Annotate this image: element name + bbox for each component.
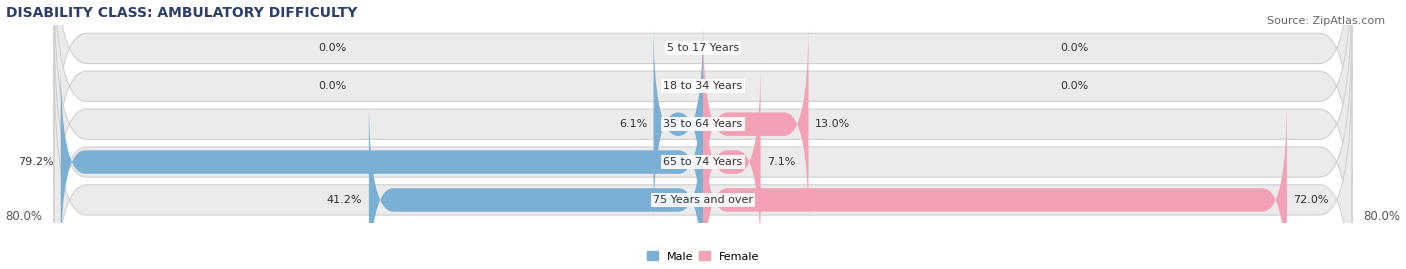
Text: 6.1%: 6.1% [619, 119, 647, 129]
Text: 7.1%: 7.1% [768, 157, 796, 167]
Text: 0.0%: 0.0% [318, 43, 346, 53]
FancyBboxPatch shape [55, 0, 1351, 185]
Text: 41.2%: 41.2% [326, 195, 363, 205]
Text: 5 to 17 Years: 5 to 17 Years [666, 43, 740, 53]
Text: 0.0%: 0.0% [318, 81, 346, 91]
FancyBboxPatch shape [55, 63, 1351, 269]
Text: 80.0%: 80.0% [6, 210, 42, 223]
FancyBboxPatch shape [654, 22, 703, 226]
FancyBboxPatch shape [703, 60, 761, 264]
Text: 80.0%: 80.0% [1364, 210, 1400, 223]
FancyBboxPatch shape [55, 0, 1351, 261]
FancyBboxPatch shape [368, 98, 703, 269]
Legend: Male, Female: Male, Female [647, 252, 759, 261]
Text: 75 Years and over: 75 Years and over [652, 195, 754, 205]
Text: Source: ZipAtlas.com: Source: ZipAtlas.com [1267, 16, 1385, 26]
Text: 65 to 74 Years: 65 to 74 Years [664, 157, 742, 167]
FancyBboxPatch shape [55, 0, 1351, 223]
Text: 0.0%: 0.0% [1060, 43, 1088, 53]
FancyBboxPatch shape [703, 22, 808, 226]
Text: 0.0%: 0.0% [1060, 81, 1088, 91]
Text: DISABILITY CLASS: AMBULATORY DIFFICULTY: DISABILITY CLASS: AMBULATORY DIFFICULTY [6, 6, 357, 20]
Text: 72.0%: 72.0% [1294, 195, 1329, 205]
FancyBboxPatch shape [60, 60, 703, 264]
FancyBboxPatch shape [55, 26, 1351, 269]
Text: 18 to 34 Years: 18 to 34 Years [664, 81, 742, 91]
Text: 13.0%: 13.0% [815, 119, 851, 129]
Text: 35 to 64 Years: 35 to 64 Years [664, 119, 742, 129]
Text: 79.2%: 79.2% [18, 157, 55, 167]
FancyBboxPatch shape [703, 98, 1286, 269]
